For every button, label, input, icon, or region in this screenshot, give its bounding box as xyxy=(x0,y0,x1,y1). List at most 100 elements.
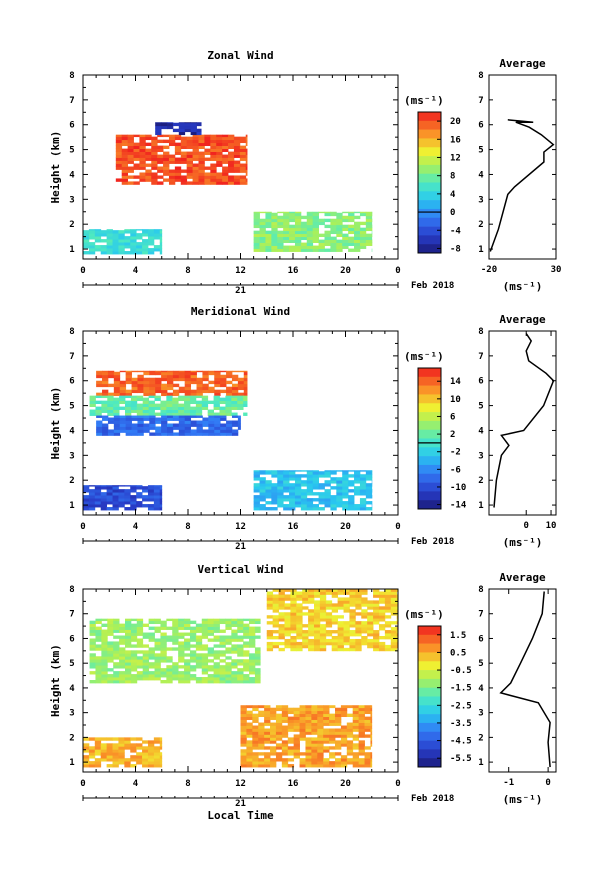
heatmap-cell xyxy=(125,650,132,654)
heatmap-cell xyxy=(95,659,102,663)
heatmap-cell xyxy=(115,134,123,138)
heatmap-cell xyxy=(106,492,113,496)
heatmap-cell xyxy=(166,635,173,639)
heatmap-cell xyxy=(311,758,318,762)
colorbar-segment xyxy=(418,705,441,715)
heatmap-cell xyxy=(277,233,284,238)
heatmap-cell xyxy=(118,239,125,243)
heatmap-cell xyxy=(349,603,356,607)
heatmap-cell xyxy=(340,707,348,712)
heatmap-cell xyxy=(281,719,289,723)
heatmap-cell xyxy=(210,157,217,161)
heatmap-cell xyxy=(317,752,324,756)
heatmap-cell xyxy=(155,383,162,388)
heatmap-cell xyxy=(125,426,132,430)
heatmap-cell xyxy=(124,229,131,231)
heatmap-cell xyxy=(198,139,205,144)
heatmap-cell xyxy=(240,719,247,723)
heatmap-cell xyxy=(245,157,248,161)
heatmap-cell xyxy=(287,710,295,715)
heatmap-cell xyxy=(373,630,380,634)
heatmap-cell xyxy=(83,498,90,502)
heatmap-cell xyxy=(378,594,386,598)
heatmap-cell xyxy=(277,489,284,493)
heatmap-cell xyxy=(159,746,163,750)
heatmap-cell xyxy=(271,227,278,232)
heatmap-cell xyxy=(96,432,103,436)
heatmap-cell xyxy=(311,746,318,750)
heatmap-cell xyxy=(226,386,233,391)
heatmap-cell xyxy=(106,485,113,487)
heatmap-cell xyxy=(324,492,331,496)
heatmap-cell xyxy=(166,400,173,405)
heatmap-cell xyxy=(300,224,308,229)
heatmap-cell xyxy=(373,603,380,607)
heatmap-cell xyxy=(88,498,96,502)
heatmap-cell xyxy=(184,626,191,630)
heatmap-cell xyxy=(264,752,271,756)
heatmap-cell xyxy=(148,626,155,630)
heatmap-cell xyxy=(210,178,217,182)
heatmap-cell xyxy=(151,154,158,158)
heatmap-cell xyxy=(184,423,192,427)
heatmap-cell xyxy=(137,420,144,424)
heatmap-cell xyxy=(259,218,266,223)
heatmap-cell xyxy=(112,752,119,756)
heatmap-cell xyxy=(270,728,277,732)
heatmap-cell xyxy=(195,409,203,413)
heatmap-cell xyxy=(107,417,115,421)
heatmap-cell xyxy=(118,755,125,759)
heatmap-cell xyxy=(225,647,232,651)
heatmap-cell xyxy=(172,626,179,630)
heatmap-cell xyxy=(125,380,132,385)
heatmap-cell xyxy=(278,594,285,598)
heatmap-cell xyxy=(172,632,179,636)
heatmap-cell xyxy=(161,383,168,388)
heatmap-cell xyxy=(208,432,215,436)
heatmap-cell xyxy=(253,221,260,226)
heatmap-cell xyxy=(324,230,331,235)
heatmap-cell xyxy=(237,662,244,666)
heatmap-cell xyxy=(231,423,239,427)
heatmap-cell xyxy=(284,638,291,643)
heatmap-cell xyxy=(154,618,161,622)
heatmap-cell xyxy=(125,423,132,427)
heatmap-cell xyxy=(270,740,277,744)
heatmap-cell xyxy=(240,722,247,726)
heatmap-cell xyxy=(178,641,185,645)
heatmap-cell xyxy=(130,397,138,402)
heatmap-cell xyxy=(115,151,123,155)
heatmap-cell xyxy=(300,480,308,484)
heatmap-cell xyxy=(294,245,302,249)
heatmap-cell xyxy=(226,392,233,397)
heatmap-cell xyxy=(153,764,161,768)
heatmap-cell xyxy=(214,383,221,388)
heatmap-cell xyxy=(308,621,315,625)
heatmap-cell xyxy=(127,139,134,144)
heatmap-cell xyxy=(296,615,303,619)
heatmap-cell xyxy=(324,504,331,508)
heatmap-cell xyxy=(384,624,392,628)
heatmap-cell xyxy=(154,403,161,407)
heatmap-cell xyxy=(352,707,360,712)
heatmap-cell xyxy=(312,239,319,243)
heatmap-cell xyxy=(143,370,150,373)
x-tick-label: 20 xyxy=(340,522,351,532)
heatmap-cell xyxy=(318,248,325,252)
heatmap-cell xyxy=(319,630,327,634)
heatmap-cell xyxy=(95,395,102,399)
heatmap-cell xyxy=(243,674,250,678)
heatmap-cell xyxy=(112,501,119,505)
heatmap-cell xyxy=(354,489,361,493)
heatmap-cell xyxy=(290,594,297,598)
heatmap-cell xyxy=(281,716,289,720)
heatmap-cell xyxy=(107,374,115,379)
colorbar-segment xyxy=(418,491,441,501)
heatmap-cell xyxy=(293,740,300,744)
heatmap-cell xyxy=(95,671,102,675)
heatmap-cell xyxy=(237,400,244,405)
heatmap-cell xyxy=(166,403,173,407)
colorbar-segment xyxy=(418,235,441,245)
heatmap-cell xyxy=(305,740,312,744)
